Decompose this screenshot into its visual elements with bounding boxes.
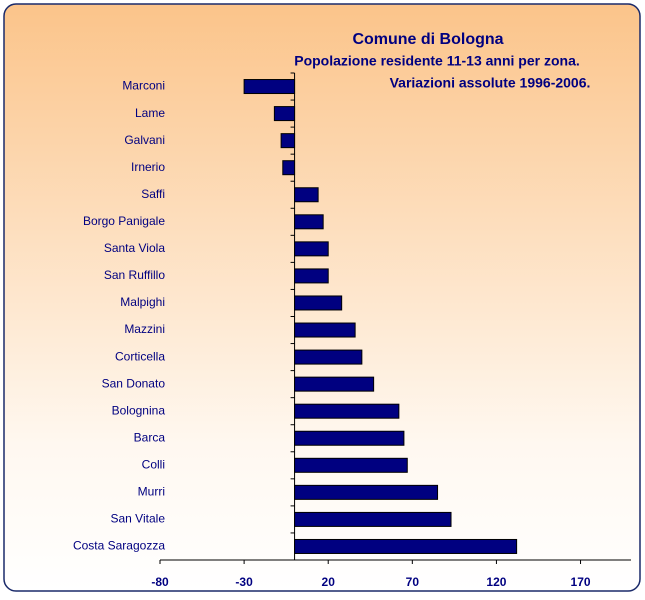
y-tick-label: Santa Viola	[104, 241, 165, 255]
bar	[294, 376, 375, 392]
y-tick-label: Bolognina	[112, 403, 166, 417]
x-tick-label: -80	[151, 575, 169, 589]
y-tick-label: Mazzini	[124, 322, 165, 336]
y-tick-label: Saffi	[141, 187, 165, 201]
chart-subtitle: Variazioni assolute 1996-2006.	[390, 75, 591, 91]
bar	[282, 160, 296, 176]
y-tick-label: Lame	[135, 106, 165, 120]
bar	[294, 241, 329, 257]
chart-title: Comune di Bologna	[352, 31, 503, 48]
x-tick-label: 20	[322, 575, 336, 589]
x-tick-label: 170	[571, 575, 591, 589]
x-tick-label: 120	[486, 575, 506, 589]
bar	[294, 295, 343, 311]
bar	[294, 457, 408, 473]
x-tick-label: -30	[235, 575, 253, 589]
bar	[243, 79, 296, 95]
bar	[294, 214, 324, 230]
y-tick-label: Colli	[142, 457, 165, 471]
y-tick-label: San Vitale	[111, 512, 166, 526]
y-tick-label: Galvani	[124, 133, 165, 147]
bar	[294, 403, 400, 419]
bar	[294, 538, 518, 554]
y-tick-label: Malpighi	[120, 295, 165, 309]
bar	[294, 187, 319, 203]
x-tick-label: 70	[406, 575, 420, 589]
bar	[294, 349, 363, 365]
y-tick-label: Corticella	[115, 349, 165, 363]
bar	[280, 133, 296, 149]
y-tick-label: Barca	[134, 430, 166, 444]
bar	[294, 484, 439, 500]
bar	[294, 268, 329, 284]
y-tick-label: Murri	[138, 485, 165, 499]
bar	[273, 106, 296, 122]
y-tick-label: San Donato	[102, 376, 166, 390]
bar	[294, 430, 405, 446]
y-tick-label: Costa Saragozza	[73, 539, 165, 553]
bar	[294, 322, 356, 338]
y-tick-label: Borgo Panigale	[83, 214, 165, 228]
y-tick-label: San Ruffillo	[104, 268, 165, 282]
y-tick-label: Irnerio	[131, 160, 165, 174]
bar	[294, 511, 452, 527]
y-tick-label: Marconi	[122, 79, 165, 93]
chart-subtitle: Popolazione residente 11-13 anni per zon…	[294, 53, 580, 69]
